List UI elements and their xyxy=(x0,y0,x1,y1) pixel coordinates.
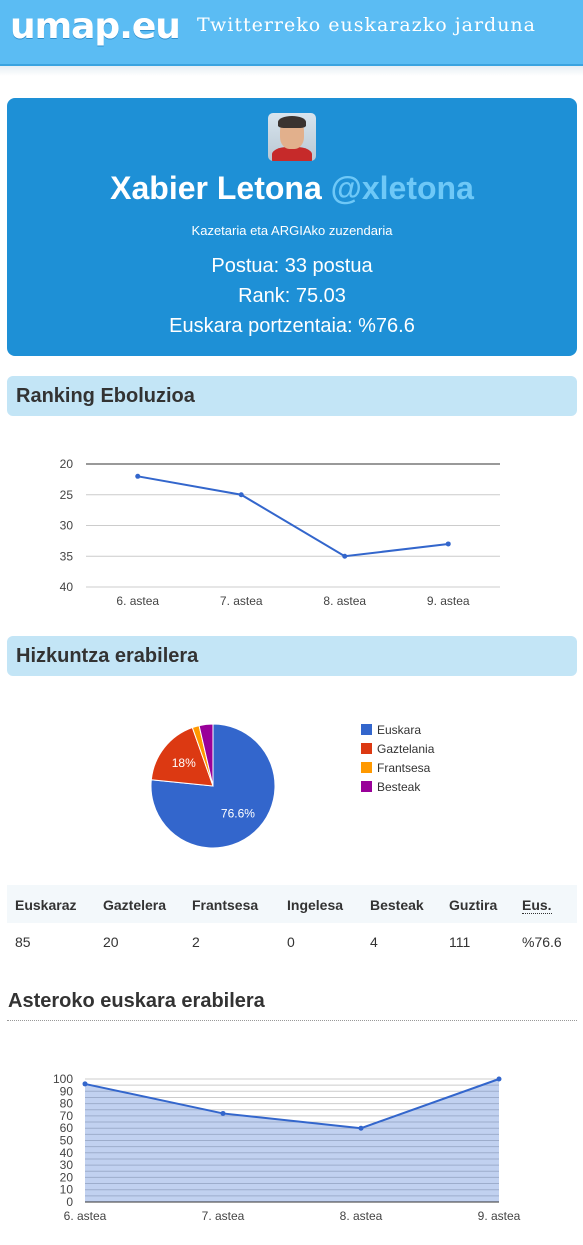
site-logo[interactable]: umap.eu xyxy=(10,6,181,47)
profile-handle-link[interactable]: @xletona xyxy=(330,170,474,206)
x-tick-label: 7. astea xyxy=(202,1209,245,1223)
table-header-cell: Gaztelera xyxy=(103,897,167,913)
data-point xyxy=(82,1081,88,1087)
profile-rank: Rank: 75.03 xyxy=(238,285,346,307)
legend-label: Frantsesa xyxy=(377,761,431,775)
x-tick-label: 9. astea xyxy=(478,1209,521,1223)
legend-swatch xyxy=(361,743,372,754)
legend-label: Euskara xyxy=(377,723,421,737)
user-avatar-icon xyxy=(268,113,316,161)
y-tick-label: 100 xyxy=(53,1072,73,1086)
profile-title: Xabier Letona @xletona xyxy=(7,170,577,207)
y-tick-label: 40 xyxy=(60,580,74,594)
y-tick-label: 35 xyxy=(60,549,74,563)
x-tick-label: 8. astea xyxy=(323,594,366,608)
data-point xyxy=(342,553,348,559)
site-header: umap.eu Twitterreko euskarazko jarduna xyxy=(0,0,583,66)
header-shadow xyxy=(0,66,583,76)
y-tick-label: 90 xyxy=(60,1084,74,1098)
y-tick-label: 10 xyxy=(60,1183,74,1197)
table-cell: 111 xyxy=(449,934,471,950)
table-header-cell: Euskaraz xyxy=(15,897,77,913)
slice-label: 18% xyxy=(172,756,196,770)
table-header-cell: Ingelesa xyxy=(287,897,344,913)
y-tick-label: 50 xyxy=(60,1134,74,1148)
profile-bio: Kazetaria eta ARGIAko zuzendaria xyxy=(191,223,393,238)
site-tagline: Twitterreko euskarazko jarduna xyxy=(197,14,537,36)
legend-label: Besteak xyxy=(377,780,421,794)
y-tick-label: 60 xyxy=(60,1121,74,1135)
data-point xyxy=(445,541,451,547)
y-tick-label: 30 xyxy=(60,519,74,533)
table-header-abbr[interactable]: Eus. xyxy=(522,897,552,914)
y-tick-label: 30 xyxy=(60,1158,74,1172)
profile-percentage: Euskara portzentaia: %76.6 xyxy=(169,315,415,337)
ranking-line-chart: 20 25 30 35 40 6. astea 7. astea 8. astea 9. ast… xyxy=(60,457,500,608)
pie-slice xyxy=(150,726,214,787)
legend-swatch xyxy=(361,762,372,773)
legend-label: Gaztelania xyxy=(377,742,435,756)
y-tick-label: 40 xyxy=(60,1146,74,1160)
legend-swatch xyxy=(361,724,372,735)
x-tick-label: 6. astea xyxy=(116,594,159,608)
series-line xyxy=(137,475,449,558)
data-point xyxy=(135,473,141,479)
y-tick-label: 80 xyxy=(60,1097,74,1111)
table-cell: 4 xyxy=(370,934,378,950)
profile-card: Xabier Letona @xletona Kazetaria eta ARG… xyxy=(7,98,577,356)
profile-position: Postua: 33 postua xyxy=(211,255,373,277)
data-point xyxy=(496,1076,502,1082)
slice-label: 76.6% xyxy=(221,807,255,821)
table-cell: 2 xyxy=(192,934,200,950)
legend-swatch xyxy=(361,781,372,792)
data-point xyxy=(358,1125,364,1131)
series-area xyxy=(85,1079,499,1202)
profile-name: Xabier Letona xyxy=(110,170,322,206)
y-tick-label: 20 xyxy=(60,457,74,471)
table-cell: 85 xyxy=(15,934,31,950)
ranking-section-title: Ranking Eboluzioa xyxy=(16,385,195,407)
weekly-section-header: Asteroko euskara erabilera xyxy=(7,988,577,1021)
y-tick-label: 25 xyxy=(60,488,74,502)
y-tick-label: 70 xyxy=(60,1109,74,1123)
language-section-header: Hizkuntza erabilera xyxy=(7,636,577,676)
x-tick-label: 7. astea xyxy=(220,594,263,608)
x-tick-label: 9. astea xyxy=(427,594,470,608)
table-header-cell: Besteak xyxy=(370,897,424,913)
table-header-row xyxy=(7,885,577,923)
ranking-section-header: Ranking Eboluzioa xyxy=(7,376,577,416)
y-tick-label: 0 xyxy=(66,1195,73,1209)
data-point xyxy=(238,492,244,498)
table-cell: 0 xyxy=(287,934,295,950)
x-tick-label: 8. astea xyxy=(340,1209,383,1223)
table-header-cell: Guztira xyxy=(449,897,498,913)
data-point xyxy=(220,1110,226,1116)
series-line xyxy=(84,1078,500,1130)
x-tick-label: 6. astea xyxy=(64,1209,107,1223)
table-header-cell: Frantsesa xyxy=(192,897,259,913)
table-cell: %76.6 xyxy=(522,934,562,950)
table-cell: 20 xyxy=(103,934,119,950)
language-section-title: Hizkuntza erabilera xyxy=(16,645,199,667)
weekly-section-title: Asteroko euskara erabilera xyxy=(8,990,265,1012)
pie-slice xyxy=(198,723,214,787)
y-tick-label: 20 xyxy=(60,1170,74,1184)
language-pie-chart: 76.6% 18% Euskara Gaztelania Frantsesa Bestea… xyxy=(150,723,435,849)
